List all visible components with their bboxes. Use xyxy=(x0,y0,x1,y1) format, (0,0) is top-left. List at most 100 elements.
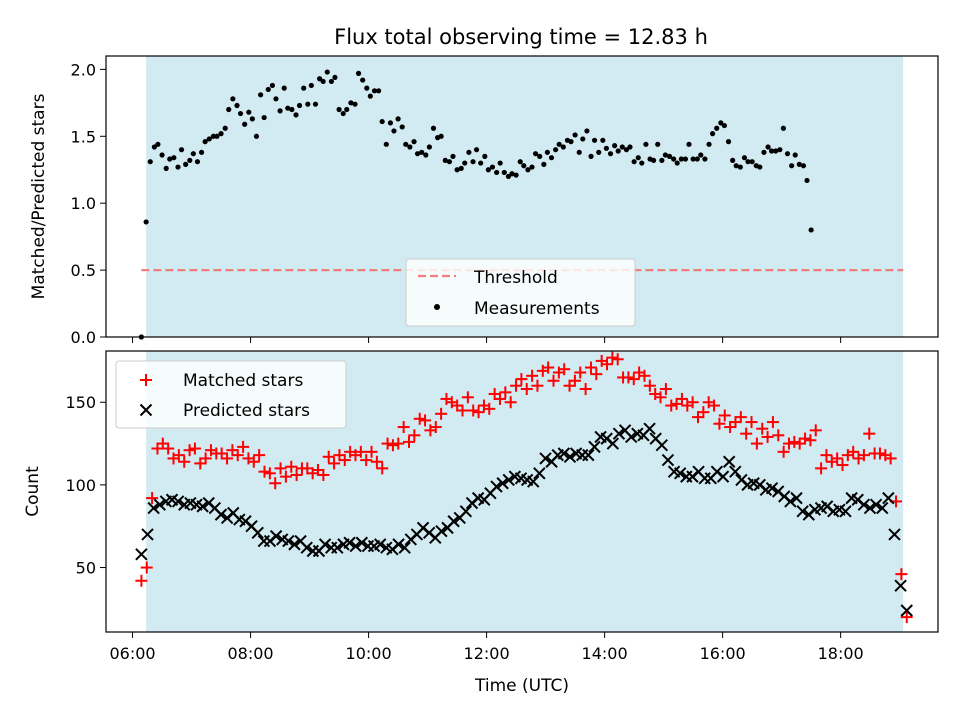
measurement-point xyxy=(808,227,814,233)
bottom-legend: Matched stars Predicted stars xyxy=(115,360,347,429)
measurement-point xyxy=(226,106,232,113)
measurement-point xyxy=(328,78,335,85)
predicted-star-point xyxy=(196,500,209,513)
measurement-point xyxy=(379,118,385,125)
measurement-point xyxy=(312,101,319,107)
matched-star-point xyxy=(542,361,555,374)
measurement-point xyxy=(482,153,488,159)
measurement-point xyxy=(348,100,354,106)
measurements-series xyxy=(138,69,814,340)
measurement-point xyxy=(462,160,468,166)
matched-star-point xyxy=(483,402,496,415)
measurement-point xyxy=(183,161,189,167)
matched-star-point xyxy=(761,430,774,443)
measurement-point xyxy=(473,147,480,153)
measurement-point xyxy=(773,148,779,154)
measurement-point xyxy=(320,78,326,85)
matched-star-point xyxy=(788,435,801,448)
measurement-point xyxy=(666,153,673,159)
measurement-point xyxy=(403,141,409,147)
matched-star-point xyxy=(435,407,448,420)
measurement-point xyxy=(317,76,323,82)
measurement-point xyxy=(714,125,720,131)
y-tick-label: 0.0 xyxy=(71,328,96,347)
predicted-star-point xyxy=(882,491,895,505)
matched-star-point xyxy=(601,358,614,371)
measurement-point xyxy=(792,152,798,158)
measurement-point xyxy=(596,149,602,155)
matched-star-point xyxy=(162,442,175,455)
measurement-point xyxy=(706,141,712,147)
matched-star-point xyxy=(659,383,672,396)
matched-star-point xyxy=(606,351,619,364)
matched-star-point xyxy=(697,406,710,419)
measurement-point xyxy=(352,101,358,107)
predicted-star-point xyxy=(900,604,913,617)
measurement-point xyxy=(454,167,460,173)
predicted-star-point xyxy=(876,501,889,515)
measurement-point xyxy=(324,69,330,75)
measurement-point xyxy=(662,152,668,158)
matched-star-point xyxy=(847,445,860,458)
matched-star-point xyxy=(766,416,779,429)
measurement-point xyxy=(501,169,507,176)
matched-star-point xyxy=(247,455,260,468)
measurement-point xyxy=(671,156,677,162)
measurement-point xyxy=(234,102,240,109)
matched-star-point xyxy=(713,417,726,430)
measurement-point xyxy=(548,155,555,161)
measurement-point xyxy=(485,167,491,173)
measurement-point xyxy=(430,125,437,131)
matched-star-point xyxy=(285,460,298,473)
measurement-point xyxy=(603,145,609,151)
matched-star-point xyxy=(269,477,282,490)
measurement-point xyxy=(741,155,748,161)
measurement-point xyxy=(537,153,543,159)
bottom-y-ticks: 50 100 150 xyxy=(65,393,106,578)
measurement-point xyxy=(749,159,755,165)
measurement-point xyxy=(446,159,453,165)
matched-star-point xyxy=(172,449,185,462)
matched-star-point xyxy=(290,468,303,481)
measurement-point xyxy=(360,77,366,83)
matched-star-point xyxy=(135,574,148,587)
top-axes-frame xyxy=(105,55,939,338)
measurement-point xyxy=(757,164,763,170)
matched-star-point xyxy=(820,449,833,462)
matched-star-point xyxy=(718,409,731,422)
legend-matched-marker xyxy=(140,374,152,386)
top-panel: 0.00.51.01.52.0 Matched/Predicted stars … xyxy=(29,55,939,347)
measurement-point xyxy=(466,149,472,155)
matched-star-point xyxy=(328,457,341,470)
measurement-point xyxy=(532,151,539,157)
matched-star-point xyxy=(777,445,790,458)
predicted-star-point xyxy=(147,501,160,515)
predicted-star-point xyxy=(527,475,540,488)
matched-star-point xyxy=(836,459,849,472)
measurement-point xyxy=(769,148,775,154)
measurement-point xyxy=(344,106,350,113)
measurement-point xyxy=(780,125,787,131)
measurement-point xyxy=(214,133,220,139)
predicted-star-point xyxy=(563,450,577,463)
measurement-point xyxy=(391,128,397,134)
predicted-star-point xyxy=(459,505,473,518)
measurement-point xyxy=(367,93,373,99)
predicted-star-point xyxy=(251,526,264,540)
matched-star-point xyxy=(461,391,474,404)
measurement-point xyxy=(281,85,287,91)
measurement-point xyxy=(202,139,208,145)
measurement-point xyxy=(761,149,767,155)
matched-star-point xyxy=(611,353,624,366)
measurement-point xyxy=(765,144,771,150)
measurement-point xyxy=(686,141,692,147)
bottom-y-axis-label: Count xyxy=(23,466,43,517)
matched-star-point xyxy=(221,452,234,465)
matched-star-point xyxy=(354,445,367,458)
measurement-point xyxy=(478,160,484,166)
measurement-point xyxy=(438,133,444,139)
measurement-point xyxy=(576,149,582,155)
legend-matched-swatch xyxy=(140,374,152,386)
matched-star-point xyxy=(740,427,753,440)
